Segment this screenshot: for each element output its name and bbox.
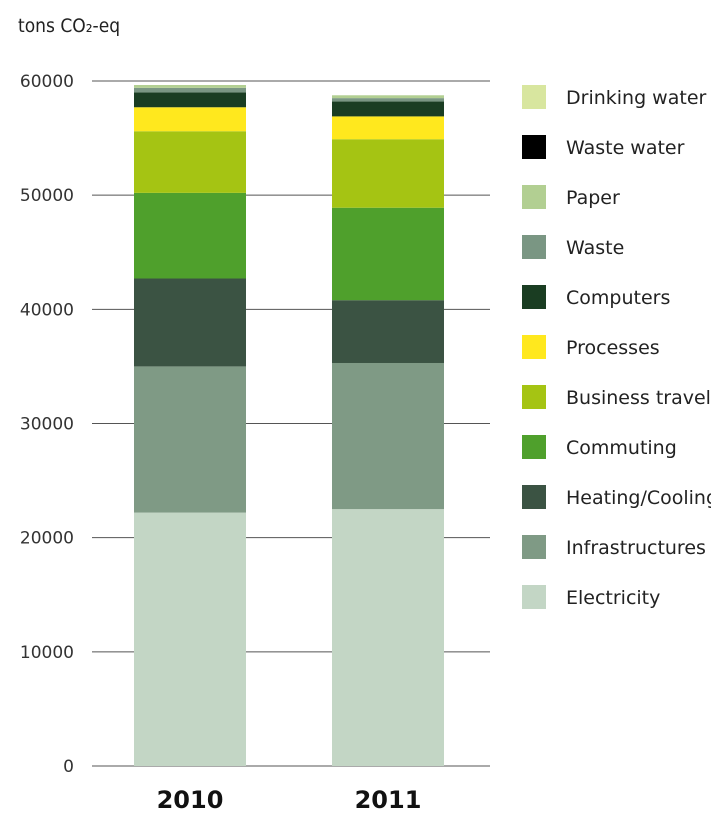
legend-swatch	[522, 185, 546, 209]
legend-item: Electricity	[522, 585, 660, 609]
legend-swatch	[522, 235, 546, 259]
legend-swatch	[522, 485, 546, 509]
y-tick-label: 60000	[20, 72, 74, 92]
legend-swatch	[522, 85, 546, 109]
bar-segment	[332, 98, 444, 102]
legend-label: Paper	[566, 187, 620, 209]
y-tick-label: 20000	[20, 529, 74, 549]
legend-swatch	[522, 585, 546, 609]
legend-item: Processes	[522, 335, 660, 359]
bar-segment	[134, 512, 246, 766]
legend-label: Drinking water	[566, 87, 707, 109]
y-axis-ticks: 0 10000 20000 30000 40000 50000 60000	[20, 72, 74, 777]
x-axis-labels: 2010 2011	[157, 786, 422, 814]
legend-label: Computers	[566, 287, 670, 309]
legend-swatch	[522, 435, 546, 459]
legend-item: Heating/Cooling	[522, 485, 711, 509]
bar-segment	[332, 101, 444, 117]
legend-label: Heating/Cooling	[566, 487, 711, 509]
legend-item: Commuting	[522, 435, 677, 459]
y-axis-unit-label: tons CO₂-eq	[18, 15, 120, 37]
legend-item: Infrastructures	[522, 535, 706, 559]
bar-segment	[332, 116, 444, 140]
x-tick-label: 2011	[355, 786, 422, 814]
bars	[134, 84, 444, 766]
legend-swatch	[522, 135, 546, 159]
bar-segment	[332, 300, 444, 363]
bar-segment	[134, 366, 246, 513]
legend-label: Waste	[566, 237, 624, 259]
legend-item: Drinking water	[522, 85, 707, 109]
legend-swatch	[522, 385, 546, 409]
legend-item: Waste	[522, 235, 624, 259]
legend-label: Infrastructures	[566, 537, 706, 559]
legend-item: Business travel	[522, 385, 711, 409]
bar-segment	[332, 95, 444, 99]
bar-segment	[134, 131, 246, 193]
legend-swatch	[522, 335, 546, 359]
y-tick-label: 40000	[20, 300, 74, 320]
legend-swatch	[522, 285, 546, 309]
legend-label: Business travel	[566, 387, 711, 409]
legend: Drinking water Waste water Paper Waste Compu…	[522, 85, 711, 609]
legend-item: Computers	[522, 285, 670, 309]
legend-label: Waste water	[566, 137, 685, 159]
y-tick-label: 10000	[20, 643, 74, 663]
bar-segment	[134, 278, 246, 367]
bar-segment	[332, 362, 444, 510]
bar-segment	[332, 509, 444, 766]
legend-label: Processes	[566, 337, 660, 359]
legend-item: Waste water	[522, 135, 685, 159]
y-tick-label: 50000	[20, 186, 74, 206]
bar-segment	[134, 92, 246, 108]
legend-swatch	[522, 535, 546, 559]
bar-segment	[134, 192, 246, 279]
bar-segment	[134, 107, 246, 132]
legend-item: Paper	[522, 185, 620, 209]
bar-segment	[134, 87, 246, 93]
legend-label: Commuting	[566, 437, 677, 459]
bar-segment	[332, 139, 444, 208]
bar-segment	[134, 84, 246, 88]
y-tick-label: 30000	[20, 415, 74, 435]
y-tick-label: 0	[63, 757, 74, 777]
bar-segment	[332, 207, 444, 301]
x-tick-label: 2010	[157, 786, 224, 814]
legend-label: Electricity	[566, 587, 660, 609]
